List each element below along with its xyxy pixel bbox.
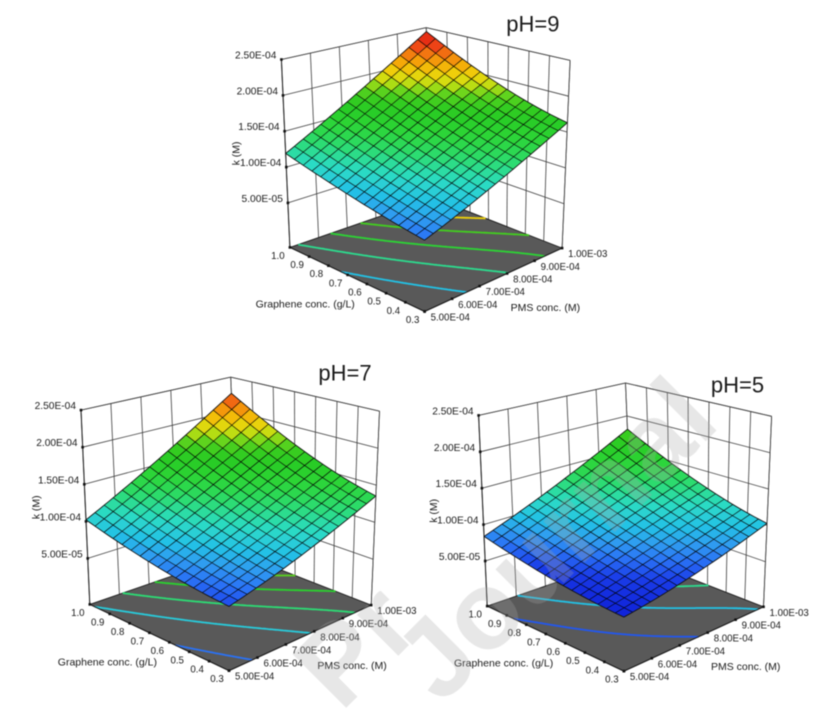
svg-text:0.5: 0.5 <box>170 655 183 666</box>
svg-text:PMS conc. (M): PMS conc. (M) <box>317 660 386 672</box>
svg-text:1.00E-04: 1.00E-04 <box>40 512 82 523</box>
svg-text:1.50E-04: 1.50E-04 <box>436 479 478 490</box>
svg-text:2.00E-04: 2.00E-04 <box>36 438 78 449</box>
svg-text:7.00E-04: 7.00E-04 <box>486 287 526 298</box>
svg-text:1.00E-03: 1.00E-03 <box>568 249 607 260</box>
svg-text:Graphene conc. (g/L): Graphene conc. (g/L) <box>58 657 157 669</box>
svg-text:2.50E-04: 2.50E-04 <box>432 406 474 417</box>
svg-text:9.00E-04: 9.00E-04 <box>742 621 782 632</box>
svg-text:1.50E-04: 1.50E-04 <box>238 122 280 133</box>
svg-text:6.00E-04: 6.00E-04 <box>458 300 498 311</box>
svg-text:Graphene conc. (g/L): Graphene conc. (g/L) <box>256 298 355 310</box>
svg-text:0.8: 0.8 <box>310 269 323 280</box>
svg-text:0.7: 0.7 <box>131 636 144 647</box>
svg-text:pH=9: pH=9 <box>506 12 559 37</box>
svg-text:0.6: 0.6 <box>547 647 560 658</box>
svg-text:0.4: 0.4 <box>586 665 600 676</box>
svg-text:7.00E-04: 7.00E-04 <box>292 646 332 657</box>
svg-text:pH=5: pH=5 <box>711 373 764 398</box>
svg-text:0.3: 0.3 <box>605 675 618 686</box>
svg-text:9.00E-04: 9.00E-04 <box>541 262 581 273</box>
svg-text:0.3: 0.3 <box>210 674 223 685</box>
svg-text:8.00E-04: 8.00E-04 <box>714 634 754 645</box>
svg-text:PMS conc. (M): PMS conc. (M) <box>511 302 580 314</box>
svg-text:9.00E-04: 9.00E-04 <box>349 619 389 630</box>
svg-text:1.0: 1.0 <box>468 610 482 621</box>
svg-text:0.9: 0.9 <box>91 617 104 628</box>
svg-text:1.00E-04: 1.00E-04 <box>240 158 282 169</box>
svg-text:PMS conc. (M): PMS conc. (M) <box>711 661 780 673</box>
svg-text:5.00E-05: 5.00E-05 <box>41 549 83 560</box>
svg-text:0.6: 0.6 <box>151 646 164 657</box>
svg-text:5.00E-05: 5.00E-05 <box>242 194 284 205</box>
svg-text:0.6: 0.6 <box>348 288 361 299</box>
svg-text:1.0: 1.0 <box>271 251 285 262</box>
svg-text:k (M): k (M) <box>231 141 243 165</box>
svg-text:0.5: 0.5 <box>566 656 579 667</box>
svg-text:1.00E-03: 1.00E-03 <box>377 606 416 617</box>
svg-text:0.5: 0.5 <box>367 297 380 308</box>
svg-text:2.00E-04: 2.00E-04 <box>237 86 279 97</box>
svg-text:6.00E-04: 6.00E-04 <box>658 659 698 670</box>
svg-text:1.00E-03: 1.00E-03 <box>770 608 809 619</box>
svg-text:1.0: 1.0 <box>71 608 85 619</box>
svg-text:2.00E-04: 2.00E-04 <box>434 443 476 454</box>
svg-text:2.50E-04: 2.50E-04 <box>35 401 77 412</box>
svg-text:5.00E-05: 5.00E-05 <box>439 552 481 563</box>
svg-text:Graphene conc. (g/L): Graphene conc. (g/L) <box>454 658 553 670</box>
svg-text:8.00E-04: 8.00E-04 <box>513 275 553 286</box>
svg-text:1.50E-04: 1.50E-04 <box>38 475 80 486</box>
svg-text:1.00E-04: 1.00E-04 <box>437 516 479 527</box>
svg-text:0.9: 0.9 <box>290 260 303 271</box>
svg-text:k (M): k (M) <box>30 495 42 519</box>
svg-text:6.00E-04: 6.00E-04 <box>264 659 304 670</box>
svg-text:0.7: 0.7 <box>527 638 540 649</box>
svg-text:7.00E-04: 7.00E-04 <box>686 646 726 657</box>
svg-text:0.8: 0.8 <box>111 627 124 638</box>
svg-text:0.8: 0.8 <box>508 628 521 639</box>
svg-text:pH=7: pH=7 <box>318 361 371 386</box>
svg-text:2.50E-04: 2.50E-04 <box>235 51 277 62</box>
svg-text:0.4: 0.4 <box>387 306 401 317</box>
svg-text:k (M): k (M) <box>428 499 440 523</box>
svg-text:0.9: 0.9 <box>488 619 501 630</box>
svg-text:5.00E-04: 5.00E-04 <box>431 313 471 324</box>
svg-text:0.7: 0.7 <box>329 278 342 289</box>
svg-text:0.3: 0.3 <box>406 315 419 326</box>
svg-text:5.00E-04: 5.00E-04 <box>235 672 275 683</box>
svg-text:5.00E-04: 5.00E-04 <box>630 672 670 683</box>
svg-text:8.00E-04: 8.00E-04 <box>320 632 360 643</box>
svg-text:0.4: 0.4 <box>190 665 204 676</box>
